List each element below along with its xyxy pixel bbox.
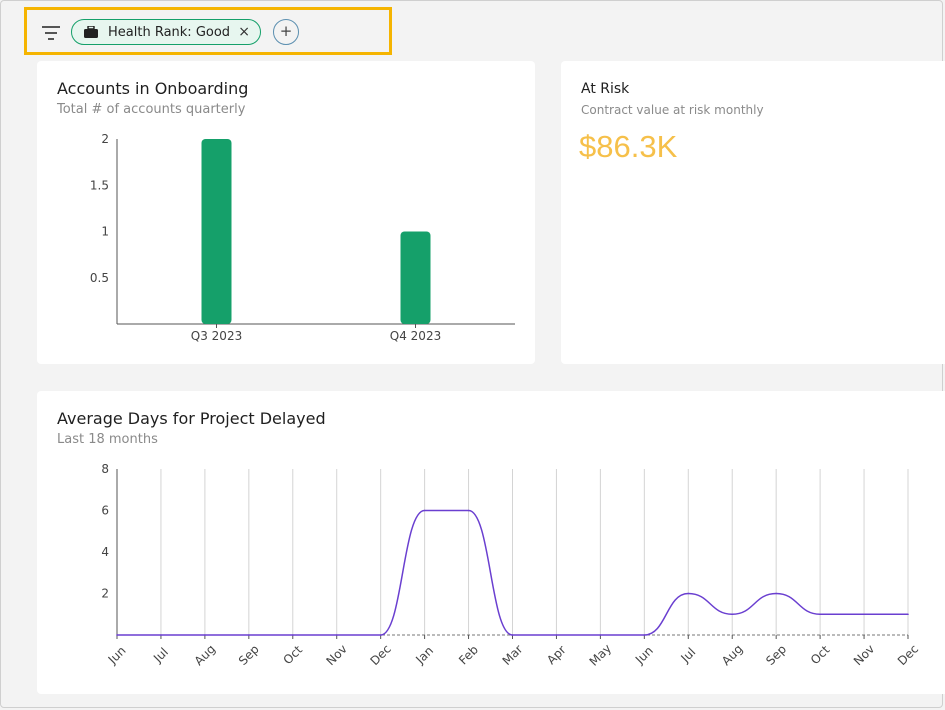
filter-chip-label: Health Rank: Good	[108, 24, 231, 40]
data-point-jun	[116, 634, 118, 636]
at-risk-card: At Risk Contract value at risk monthly $…	[561, 61, 945, 364]
add-filter-button[interactable]: +	[273, 19, 299, 45]
x-tick-label: Dec	[368, 642, 394, 668]
data-point-dec	[907, 613, 909, 616]
delayed-days-series-line	[117, 509, 908, 636]
data-point-apr	[555, 634, 558, 636]
x-tick-label: Sep	[763, 642, 789, 668]
data-point-sep	[775, 592, 777, 595]
data-point-oct	[819, 613, 821, 616]
data-point-aug	[204, 634, 206, 636]
delayed-card-subtitle: Last 18 months	[57, 432, 158, 447]
x-tick-label: Oct	[280, 643, 305, 668]
x-tick-label: Aug	[192, 642, 218, 668]
onboarding-card-subtitle: Total # of accounts quarterly	[57, 102, 246, 117]
y-tick-label: 6	[101, 504, 109, 518]
x-tick-label: Nov	[323, 642, 349, 668]
delayed-card-title: Average Days for Project Delayed	[57, 409, 326, 428]
data-point-nov	[335, 634, 338, 636]
y-tick-label: 1	[101, 225, 109, 239]
onboarding-card: Accounts in Onboarding Total # of accoun…	[37, 61, 535, 364]
x-tick-label: Oct	[808, 643, 833, 668]
x-tick-label: May	[587, 641, 614, 668]
x-tick-label: Mar	[500, 642, 526, 668]
remove-filter-button[interactable]: ×	[238, 24, 250, 40]
data-point-feb	[467, 509, 470, 512]
data-point-mar	[511, 634, 514, 636]
data-point-jun	[643, 634, 646, 636]
x-tick-label: Jul	[677, 645, 698, 666]
y-tick-label: 1.5	[90, 178, 109, 192]
y-tick-label: 4	[101, 545, 109, 559]
briefcase-icon	[84, 26, 98, 38]
y-tick-label: 0.5	[90, 271, 109, 285]
at-risk-card-title: At Risk	[581, 81, 630, 97]
y-tick-label: 2	[101, 587, 109, 601]
data-point-sep	[248, 634, 250, 636]
x-tick-label: Sep	[236, 642, 262, 668]
data-point-dec	[379, 634, 382, 636]
x-tick-label: Jun	[632, 643, 656, 667]
x-tick-label: Q4 2023	[390, 329, 441, 343]
filter-icon[interactable]	[42, 26, 62, 40]
x-tick-label: Q3 2023	[191, 329, 242, 343]
x-tick-label: Jul	[150, 645, 171, 666]
bar-q3-2023	[201, 139, 232, 324]
y-tick-label: 2	[101, 132, 109, 146]
x-tick-label: Nov	[851, 642, 877, 668]
x-tick-label: Dec	[895, 642, 921, 668]
onboarding-card-title: Accounts in Onboarding	[57, 79, 249, 98]
data-point-oct	[291, 634, 294, 636]
data-point-may	[599, 634, 602, 636]
data-point-aug	[731, 613, 734, 616]
x-tick-label: Feb	[456, 643, 481, 668]
filter-bar: Health Rank: Good × +	[24, 7, 392, 55]
onboarding-bar-chart: 0.5 1 1.5 2 Q3 2023 Q4 2023	[90, 132, 515, 343]
x-tick-label: Jun	[105, 643, 129, 667]
y-tick-label: 8	[101, 462, 109, 476]
at-risk-card-subtitle: Contract value at risk monthly	[581, 103, 764, 117]
data-point-jul	[687, 592, 690, 595]
data-point-nov	[863, 613, 865, 616]
data-point-jan	[423, 509, 426, 512]
health-rank-filter-chip[interactable]: Health Rank: Good ×	[71, 19, 261, 45]
bar-q4-2023	[400, 231, 431, 324]
delayed-card: Average Days for Project Delayed Last 18…	[37, 391, 945, 694]
at-risk-value: $86.3K	[579, 129, 678, 164]
delayed-line-chart: 2 4 6 8 Jun Jul Aug Sep Oct Nov Dec Jan Feb Mar Apr May…	[101, 462, 921, 669]
x-tick-label: Apr	[544, 643, 569, 668]
x-tick-label: Jan	[412, 644, 436, 668]
data-point-jul	[160, 634, 162, 636]
x-tick-label: Aug	[719, 642, 745, 668]
